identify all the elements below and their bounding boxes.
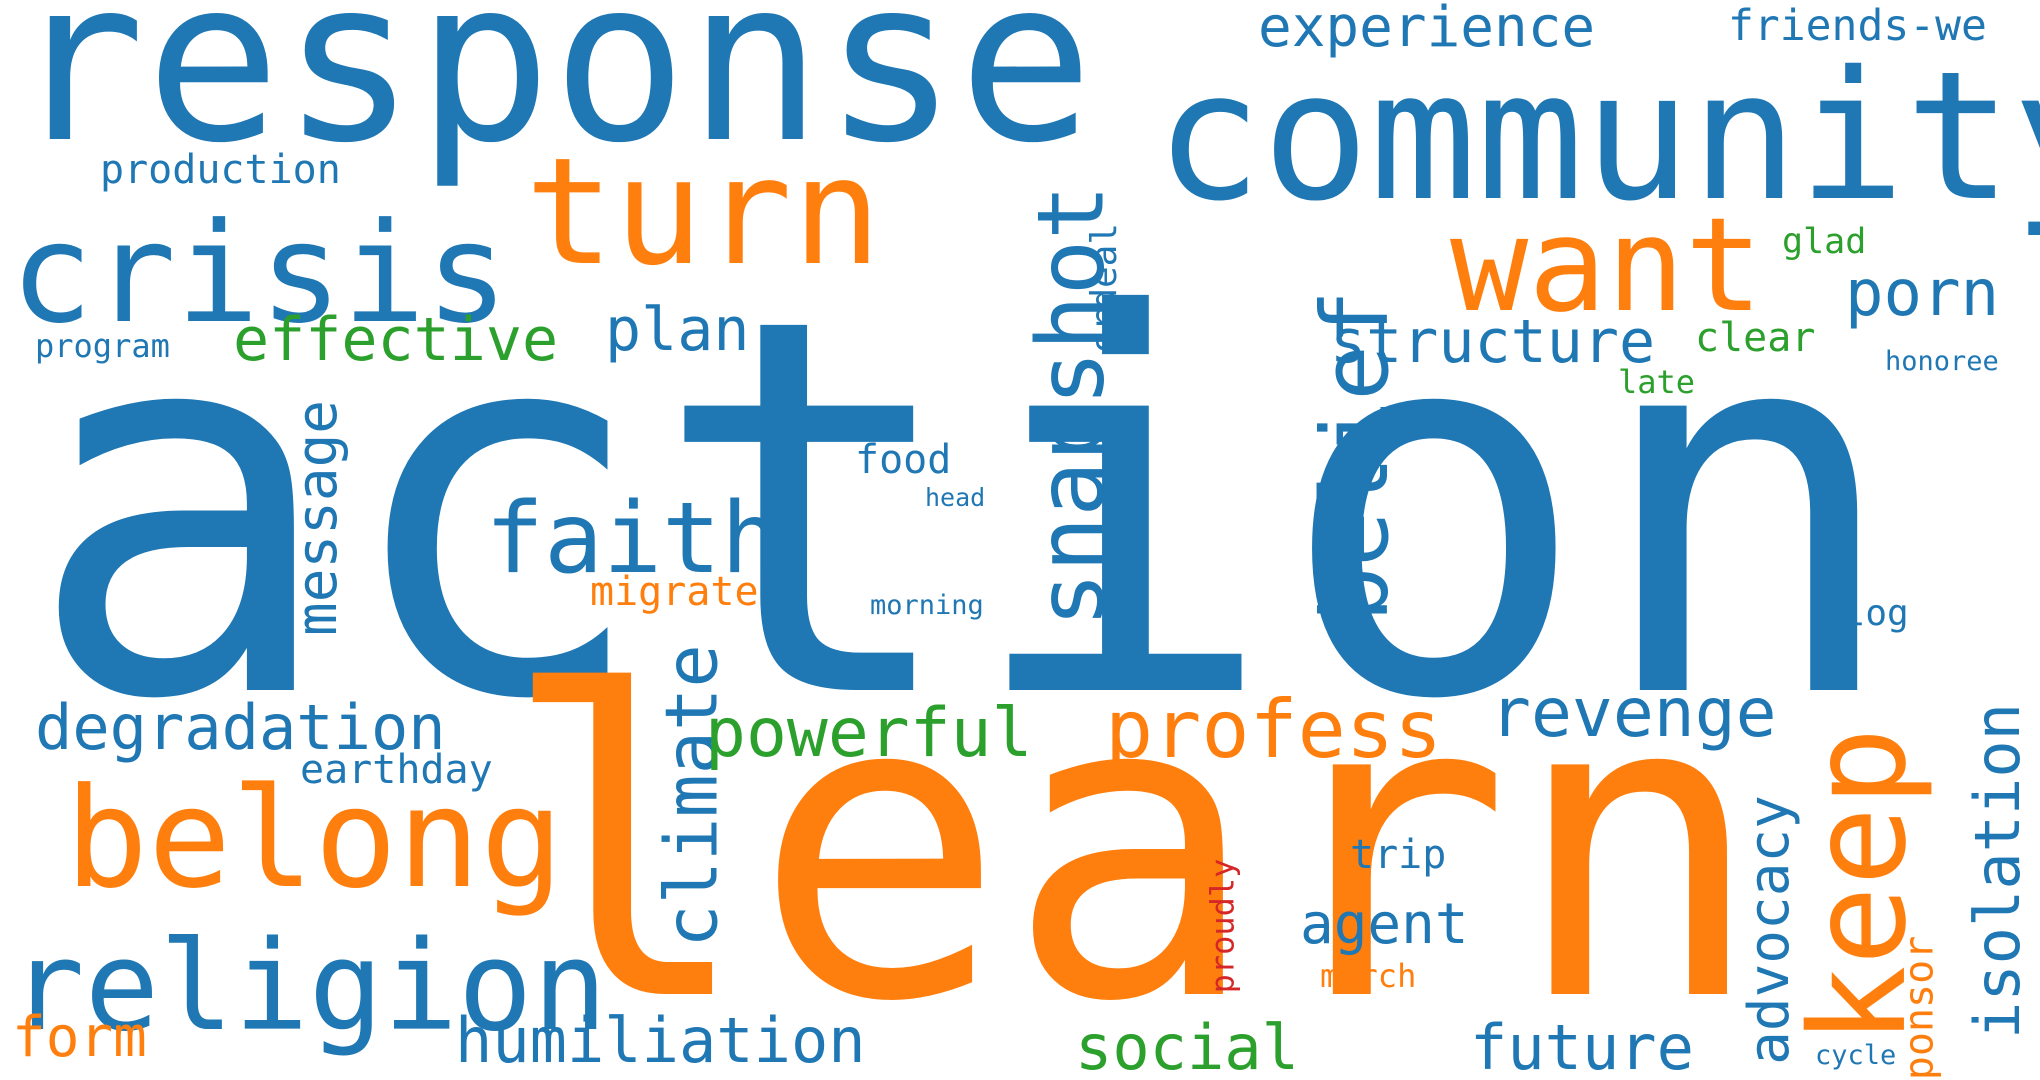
word-climate: climate <box>649 644 734 948</box>
word-message: message <box>285 399 351 637</box>
word-friends-we: friends-we <box>1728 1 1987 51</box>
word-future: future <box>1470 1011 1694 1080</box>
word-agent: agent <box>1300 892 1469 957</box>
word-turn: turn <box>525 126 882 298</box>
word-humiliation: humiliation <box>455 1004 866 1077</box>
word-proudly: proudly <box>1203 858 1242 994</box>
word-cycle: cycle <box>1815 1040 1897 1071</box>
word-production: production <box>100 147 341 193</box>
word-community: community <box>1155 33 2040 240</box>
word-religion: religion <box>10 915 608 1059</box>
word-earthday: earthday <box>300 747 493 793</box>
word-learn: learn <box>500 605 1765 1080</box>
word-isolation: isolation <box>1960 703 2034 1039</box>
word-program: program <box>35 327 170 365</box>
word-faith: faith <box>485 482 781 596</box>
word-powerful: powerful <box>705 694 1033 773</box>
word-response: response <box>10 0 1094 193</box>
word-effective: effective <box>233 305 559 375</box>
word-want: want <box>1450 189 1764 341</box>
word-trip: trip <box>1350 832 1447 878</box>
word-porn: porn <box>1845 257 2000 331</box>
word-degradation: degradation <box>35 691 446 764</box>
word-plan: plan <box>605 295 750 365</box>
word-profess: profess <box>1105 683 1443 776</box>
word-glad: glad <box>1782 222 1867 262</box>
word-migrate: migrate <box>590 569 759 615</box>
word-advocacy: advocacy <box>1736 795 1802 1065</box>
word-march: march <box>1320 957 1417 995</box>
word-late: late <box>1618 363 1696 401</box>
word-belong: belong <box>65 758 564 919</box>
word-head: head <box>925 483 986 512</box>
word-revenge: revenge <box>1490 674 1777 753</box>
word-morning: morning <box>870 590 984 621</box>
word-sponsor: sponsor <box>1896 935 1943 1080</box>
word-social: social <box>1075 1011 1299 1080</box>
word-crisis: crisis <box>10 193 509 354</box>
word-action: action <box>25 207 1904 813</box>
word-structure: structure <box>1330 307 1656 377</box>
word-blog: blog <box>1822 593 1909 634</box>
word-ordeal: ordeal <box>1084 222 1126 354</box>
word-form: form <box>12 1005 147 1070</box>
word-honoree: honoree <box>1885 346 1999 377</box>
word-clear: clear <box>1695 315 1816 361</box>
word-food: food <box>855 437 952 483</box>
word-experience: experience <box>1258 0 1596 60</box>
